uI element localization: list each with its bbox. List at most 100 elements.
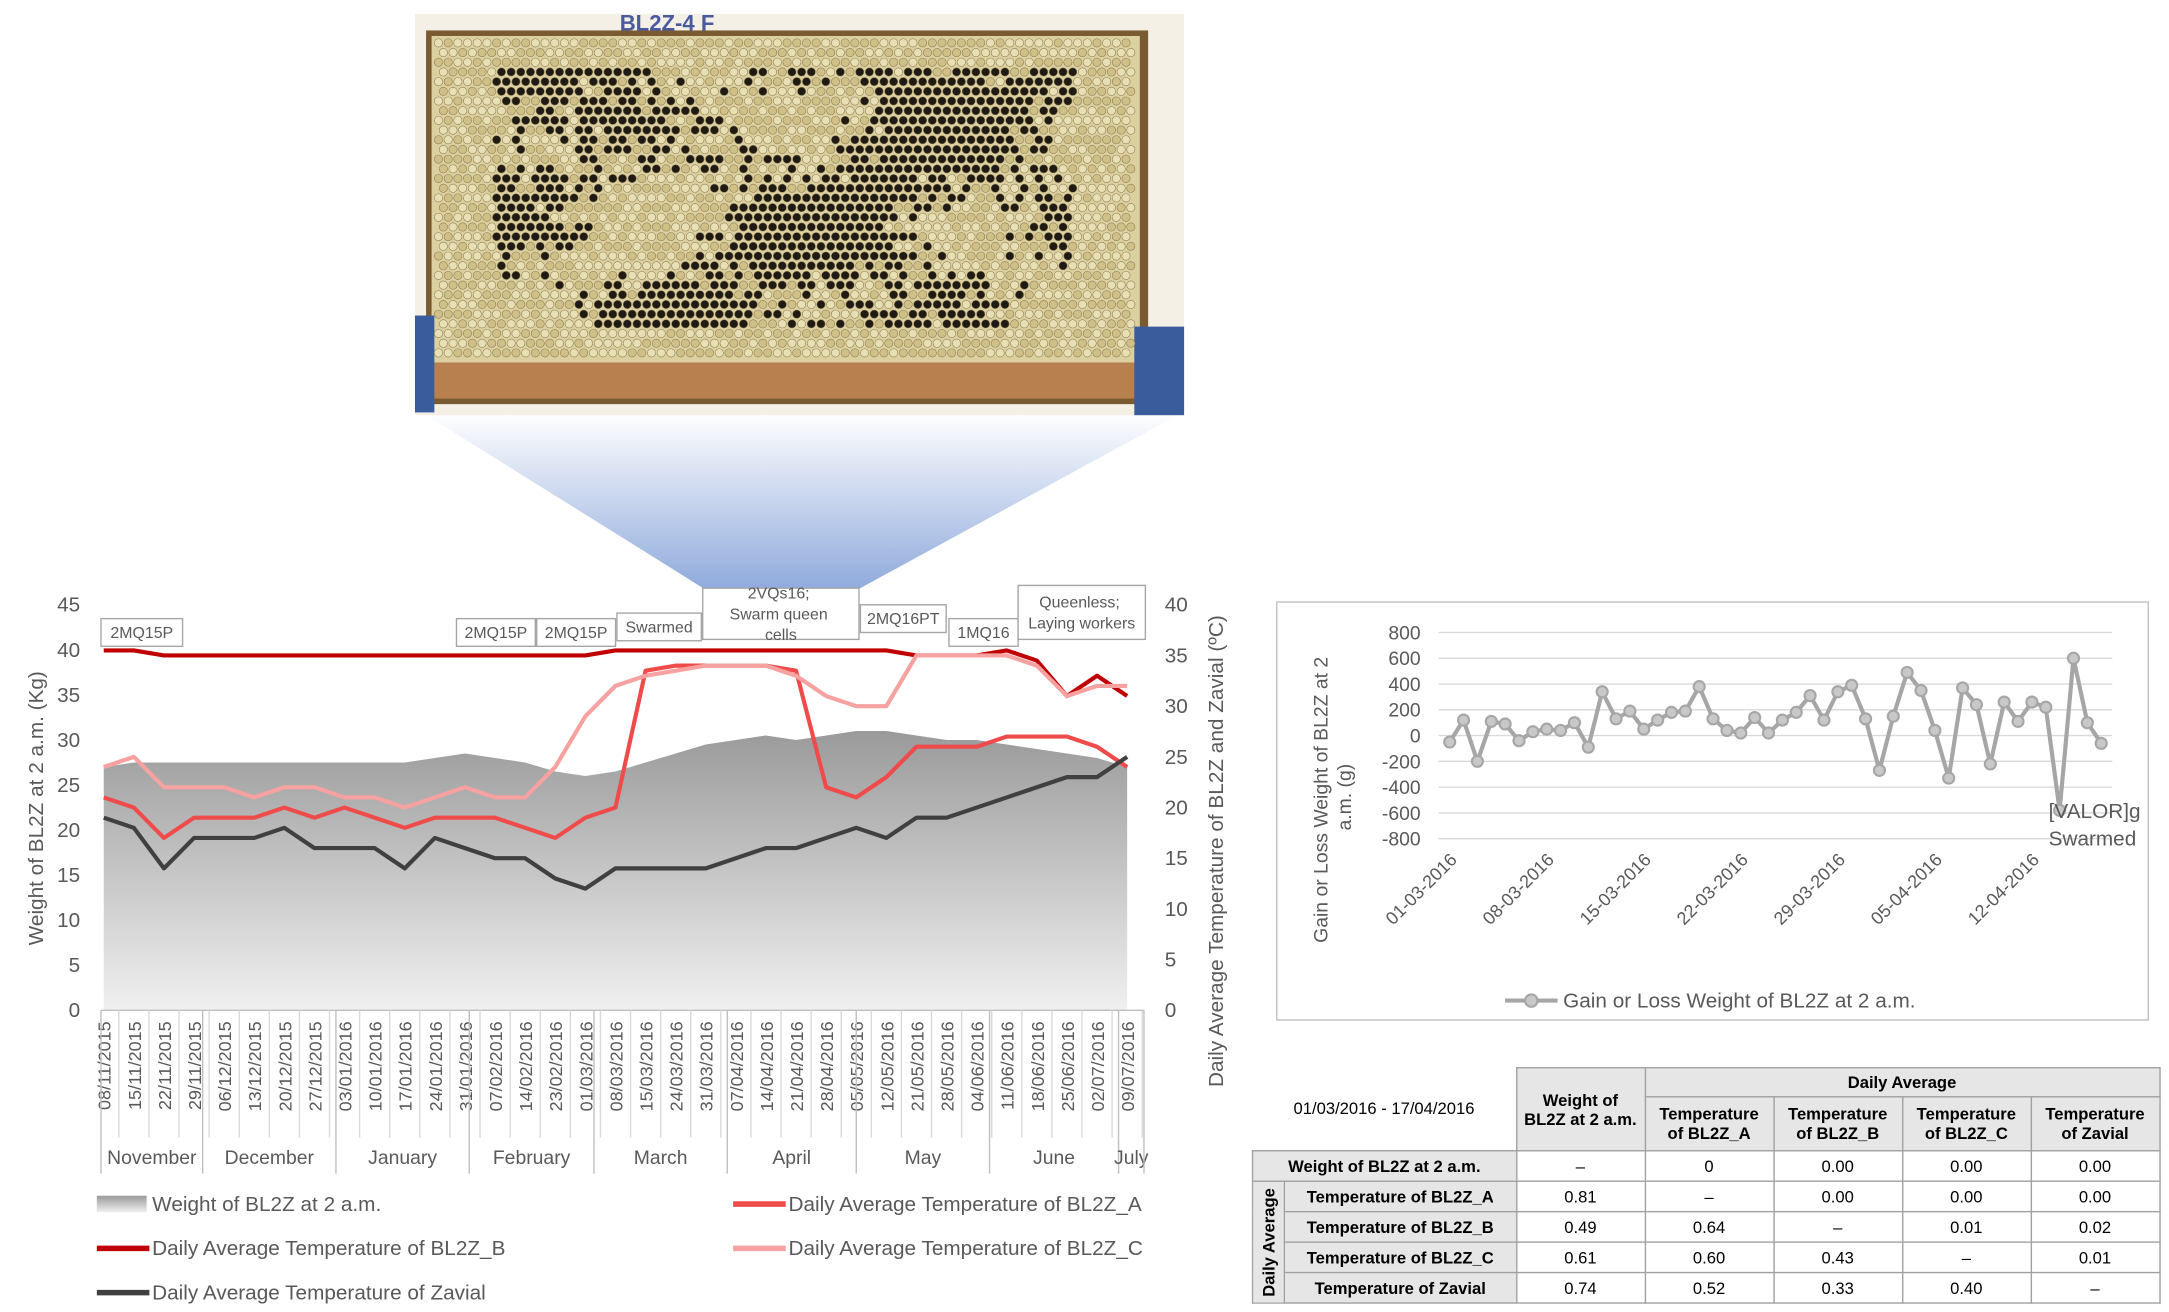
comb-cell bbox=[593, 183, 603, 193]
comb-cell bbox=[608, 348, 618, 358]
comb-cell bbox=[898, 96, 908, 106]
comb-cell bbox=[661, 241, 671, 251]
comb-cell bbox=[942, 125, 952, 135]
comb-cell bbox=[680, 300, 690, 309]
point bbox=[1609, 712, 1623, 726]
x-tick-label: 08-03-2016 bbox=[1479, 850, 1558, 929]
comb-cell bbox=[574, 164, 584, 174]
comb-cell bbox=[947, 270, 957, 280]
comb-cell bbox=[598, 193, 608, 203]
comb-cell bbox=[894, 145, 903, 154]
comb-cell bbox=[695, 251, 705, 261]
comb-cell bbox=[758, 261, 768, 271]
comb-cell bbox=[782, 348, 792, 358]
row-label: Temperature of Zavial bbox=[1283, 1271, 1517, 1304]
comb-cell bbox=[506, 67, 516, 77]
text-line: cells bbox=[765, 627, 797, 644]
comb-cell bbox=[695, 212, 705, 222]
comb-cell bbox=[661, 106, 671, 116]
comb-cell bbox=[598, 174, 608, 183]
comb-cell bbox=[1102, 232, 1112, 242]
comb-cell bbox=[618, 329, 627, 338]
comb-cell bbox=[768, 222, 777, 232]
comb-cell bbox=[739, 67, 748, 77]
comb-cell bbox=[802, 57, 811, 67]
comb-cell bbox=[685, 96, 695, 106]
comb-cell bbox=[661, 280, 671, 290]
comb-cell bbox=[816, 261, 826, 271]
comb-cell bbox=[947, 251, 957, 261]
comb-cell bbox=[937, 348, 947, 358]
comb-cell bbox=[1010, 280, 1020, 290]
comb-cell bbox=[1082, 96, 1092, 106]
comb-cell bbox=[467, 48, 477, 58]
comb-cell bbox=[521, 96, 531, 106]
comb-cell bbox=[593, 48, 603, 58]
comb-cell bbox=[695, 174, 705, 183]
comb-cell bbox=[463, 57, 472, 67]
comb-cell bbox=[1068, 241, 1078, 251]
comb-cell bbox=[618, 115, 627, 125]
comb-cell bbox=[487, 261, 497, 271]
comb-cell bbox=[680, 280, 690, 290]
comb-cell bbox=[700, 261, 710, 271]
comb-cell bbox=[1024, 251, 1034, 261]
comb-cell bbox=[438, 48, 448, 58]
comb-cell bbox=[860, 193, 869, 203]
x-tick-label: 10/01/2016 bbox=[366, 1021, 386, 1111]
comb-cell bbox=[608, 57, 618, 67]
comb-cell bbox=[1087, 86, 1097, 96]
comb-cell bbox=[743, 115, 753, 125]
point bbox=[2039, 700, 2053, 714]
comb-cell bbox=[477, 86, 487, 96]
comb-cell bbox=[860, 270, 869, 280]
comb-cell bbox=[1019, 48, 1029, 58]
comb-cell bbox=[758, 106, 768, 116]
comb-cell bbox=[855, 48, 865, 58]
comb-cell bbox=[584, 145, 594, 154]
comb-cell bbox=[1034, 115, 1044, 125]
comb-cell bbox=[1063, 193, 1073, 203]
comb-cell bbox=[448, 48, 458, 58]
comb-cell bbox=[564, 300, 574, 309]
comb-cell bbox=[453, 193, 463, 203]
comb-cell bbox=[550, 96, 560, 106]
comb-cell bbox=[835, 300, 845, 309]
comb-cell bbox=[1039, 203, 1049, 213]
point bbox=[1623, 704, 1637, 718]
comb-cell bbox=[986, 232, 995, 242]
comb-cell bbox=[782, 38, 792, 48]
comb-cell bbox=[463, 115, 472, 125]
comb-cell bbox=[932, 145, 942, 154]
comb-cell bbox=[1048, 86, 1058, 96]
comb-cell bbox=[772, 154, 782, 164]
comb-cell bbox=[821, 96, 831, 106]
point bbox=[1956, 681, 1970, 695]
comb-cell bbox=[1097, 222, 1107, 232]
comb-cell bbox=[530, 270, 540, 280]
comb-cell bbox=[622, 86, 632, 96]
comb-cell bbox=[1048, 241, 1058, 251]
comb-cell bbox=[627, 212, 637, 222]
comb-cell bbox=[453, 290, 463, 300]
comb-cell bbox=[579, 154, 589, 164]
comb-cell bbox=[661, 67, 671, 77]
comb-cell bbox=[497, 86, 506, 96]
comb-cell bbox=[632, 48, 642, 58]
comb-cell bbox=[879, 329, 889, 338]
comb-cell bbox=[603, 319, 613, 329]
comb-cell bbox=[840, 77, 850, 87]
comb-cell bbox=[545, 319, 555, 329]
comb-cell bbox=[671, 203, 681, 213]
comb-cell bbox=[1034, 329, 1044, 338]
comb-cell bbox=[1121, 232, 1131, 242]
comb-cell bbox=[642, 203, 652, 213]
comb-cell bbox=[1077, 203, 1087, 213]
comb-cell bbox=[952, 164, 961, 174]
comb-cell bbox=[656, 96, 666, 106]
comb-cell bbox=[526, 222, 535, 232]
comb-cell bbox=[1034, 193, 1044, 203]
comb-cell bbox=[618, 135, 627, 145]
comb-cell bbox=[434, 115, 443, 125]
comb-cell bbox=[952, 241, 961, 251]
